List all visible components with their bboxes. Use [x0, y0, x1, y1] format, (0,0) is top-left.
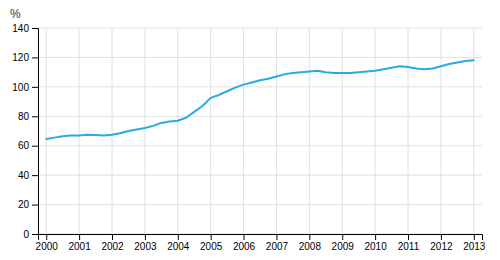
tick-mark [32, 57, 38, 58]
tick-label: 40 [18, 170, 30, 181]
tick-label: 140 [12, 23, 29, 34]
tick: 100 [12, 82, 38, 93]
tick: 2011 [398, 234, 420, 252]
tick-label: 2009 [332, 241, 355, 252]
chart-svg: 2000 2001 2002 2003 2004 2005 2006 2007 2008 2009… [0, 0, 500, 260]
grid-line-y [38, 204, 482, 205]
tick: 120 [12, 52, 38, 63]
grid-line-x [473, 28, 474, 234]
tick-label: 0 [23, 229, 29, 240]
tick-label: 2012 [430, 241, 453, 252]
tick: 2005 [200, 234, 223, 252]
axis-line [39, 235, 483, 241]
tick-mark [112, 234, 113, 240]
data-line [46, 60, 474, 139]
tick-label: 100 [12, 82, 29, 93]
tick-mark [32, 28, 38, 29]
tick: 2003 [134, 234, 157, 252]
tick-label: 2008 [299, 241, 322, 252]
grid-line-y [38, 116, 482, 117]
tick-label: 2006 [233, 241, 256, 252]
grid-line-y [38, 175, 482, 176]
grid-line-x [375, 28, 376, 234]
grid-line-x [210, 28, 211, 234]
tick-mark [211, 234, 212, 240]
grid-line-y [38, 86, 482, 87]
tick-mark [309, 234, 310, 240]
grid-line-x [144, 28, 145, 234]
grid-line-y [38, 28, 482, 29]
grid-line-y [38, 57, 482, 58]
y-axis-label: % [10, 7, 21, 21]
tick: 2007 [266, 234, 289, 252]
tick-mark [474, 234, 475, 240]
tick: 40 [18, 170, 38, 181]
grid-line-y [38, 145, 482, 146]
axis-line [32, 29, 39, 235]
tick-mark [32, 175, 38, 176]
tick-mark [46, 234, 47, 240]
grid-line-x [46, 28, 47, 234]
tick-label: 2010 [364, 241, 387, 252]
tick-label: 60 [18, 140, 30, 151]
tick-label: 20 [18, 199, 30, 210]
tick: 2004 [167, 234, 190, 252]
x-axis: 2000 2001 2002 2003 2004 2005 2006 2007 2008 2009… [36, 234, 486, 252]
tick: 2000 [36, 234, 59, 252]
tick: 140 [12, 23, 38, 34]
tick-label: 2007 [266, 241, 289, 252]
tick-mark [408, 234, 409, 240]
grid-line-x [243, 28, 244, 234]
tick-mark [441, 234, 442, 240]
grid-line-x [342, 28, 343, 234]
tick-label: 2003 [134, 241, 157, 252]
grid-line-x [440, 28, 441, 234]
tick-mark [32, 116, 38, 117]
grid-line-x [112, 28, 113, 234]
grid-line-x [79, 28, 80, 234]
tick: 2009 [332, 234, 355, 252]
tick-label: 2004 [167, 241, 190, 252]
grid-line-x [177, 28, 178, 234]
tick: 2001 [68, 234, 91, 252]
tick-label: 2000 [36, 241, 59, 252]
tick: 60 [18, 140, 38, 151]
tick-mark [276, 234, 277, 240]
tick-label: 2001 [68, 241, 91, 252]
tick-label: 120 [12, 52, 29, 63]
chart-container: 2000 2001 2002 2003 2004 2005 2006 2007 2008 2009… [0, 0, 500, 260]
tick-mark [342, 234, 343, 240]
tick: 2012 [430, 234, 453, 252]
tick: 2002 [101, 234, 124, 252]
tick: 2010 [364, 234, 387, 252]
tick-mark [32, 205, 38, 206]
tick: 20 [18, 199, 38, 210]
grid-line-x [408, 28, 409, 234]
tick-label: 2013 [463, 241, 486, 252]
y-axis: 0 20 40 60 80 100 120 140 [12, 23, 38, 240]
tick-label: 2011 [398, 241, 420, 252]
tick: 2006 [233, 234, 256, 252]
tick-mark [375, 234, 376, 240]
tick: 2008 [299, 234, 322, 252]
grid [38, 28, 482, 234]
tick-mark [178, 234, 179, 240]
grid-line-x [276, 28, 277, 234]
tick-label: 80 [18, 111, 30, 122]
tick-mark [32, 146, 38, 147]
plot-area [46, 60, 474, 139]
tick-mark [32, 87, 38, 88]
tick-label: 2002 [101, 241, 124, 252]
tick-mark [79, 234, 80, 240]
tick-label: 2005 [200, 241, 223, 252]
tick-mark [32, 234, 38, 235]
tick: 0 [23, 229, 38, 240]
tick-mark [145, 234, 146, 240]
tick: 2013 [463, 234, 486, 252]
tick-mark [244, 234, 245, 240]
tick: 80 [18, 111, 38, 122]
grid-line-x [309, 28, 310, 234]
